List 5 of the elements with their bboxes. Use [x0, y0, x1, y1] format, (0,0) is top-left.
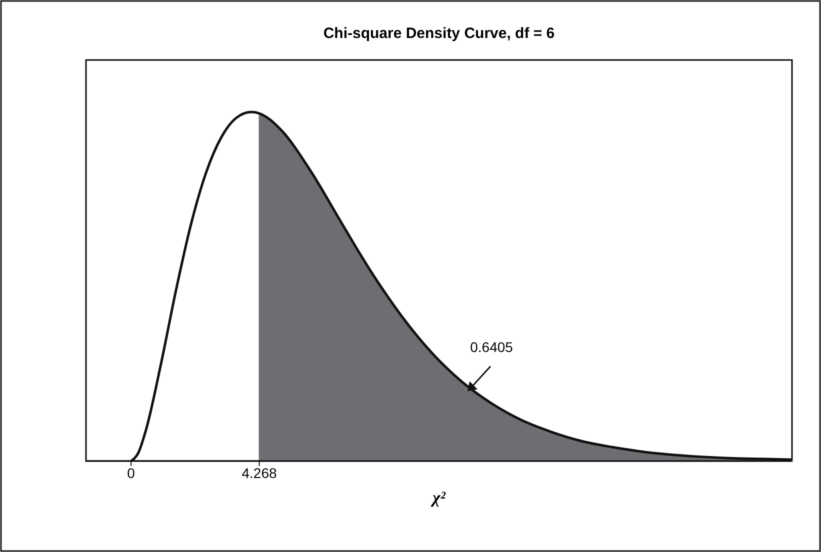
x-tick-label: 4.268: [242, 465, 278, 481]
x-axis-title: χ²: [430, 488, 446, 507]
chart-title: Chi-square Density Curve, df = 6: [323, 25, 555, 42]
x-tick-label: 0: [127, 465, 136, 481]
annotation: 0.6405: [470, 339, 514, 356]
